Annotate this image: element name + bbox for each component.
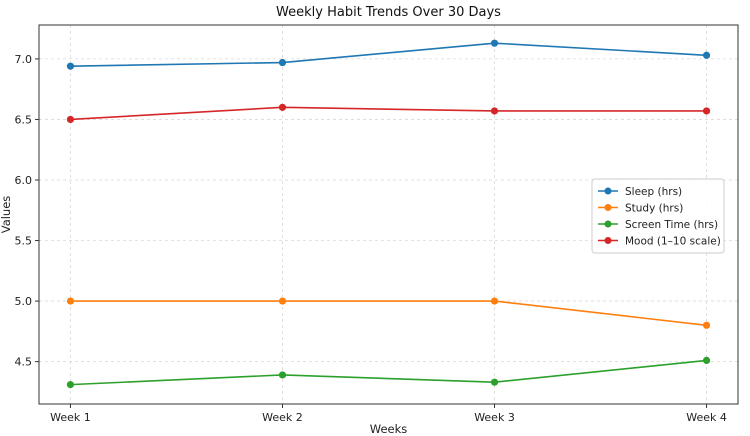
data-point	[278, 58, 287, 67]
legend-label: Mood (1–10 scale)	[625, 236, 721, 248]
legend-item: Mood (1–10 scale)	[598, 236, 721, 248]
data-point	[278, 371, 287, 379]
legend-label: Screen Time (hrs)	[625, 219, 718, 231]
series-line	[70, 359, 707, 386]
legend-label: Study (hrs)	[625, 203, 683, 215]
y-tick-label: 5.0	[15, 295, 33, 308]
series-line	[70, 300, 707, 327]
x-tick-label: Week 3	[474, 411, 515, 424]
data-point	[66, 62, 75, 70]
series-lines	[66, 39, 711, 389]
data-point	[490, 297, 499, 305]
data-point	[490, 39, 499, 47]
legend-swatch-marker	[604, 204, 612, 211]
y-tick-label: 5.5	[15, 235, 33, 248]
legend-swatch-marker	[604, 187, 612, 195]
series-line	[70, 106, 707, 121]
data-point	[490, 378, 499, 386]
data-point	[278, 297, 287, 305]
x-tick-label: Week 1	[50, 411, 91, 424]
data-point	[702, 356, 711, 365]
data-point	[66, 297, 75, 305]
y-tick-label: 7.0	[15, 53, 33, 66]
x-tick-label: Week 4	[686, 411, 727, 424]
x-axis-label: Weeks	[370, 422, 408, 436]
x-tick-label: Week 2	[262, 411, 303, 424]
legend-item: Screen Time (hrs)	[598, 219, 718, 231]
y-tick-label: 4.5	[15, 356, 33, 369]
data-point	[278, 103, 287, 111]
series-1	[66, 297, 711, 329]
legend-box	[591, 178, 725, 254]
y-axis-ticks: 4.5 5.0 5.5 6.0 6.5 7.0	[15, 53, 39, 369]
data-point	[702, 321, 711, 329]
data-point	[66, 115, 75, 124]
legend-swatch-marker	[604, 220, 612, 228]
x-axis-ticks: Week 1 Week 2 Week 3 Week 4	[50, 404, 727, 424]
series-0	[66, 39, 711, 70]
legend-swatch-marker	[604, 237, 612, 244]
series-line	[70, 42, 707, 67]
y-axis-label: Values	[0, 196, 13, 234]
legend: Sleep (hrs) Study (hrs) Screen Time (hrs) M…	[591, 178, 725, 254]
legend-label: Sleep (hrs)	[625, 186, 682, 198]
data-point	[702, 51, 711, 59]
y-tick-label: 6.5	[15, 113, 33, 126]
data-point	[66, 381, 75, 389]
series-2	[66, 356, 711, 389]
legend-items: Sleep (hrs) Study (hrs) Screen Time (hrs) M…	[598, 186, 721, 248]
plot-frame	[38, 24, 739, 405]
data-point	[490, 107, 499, 115]
series-3	[66, 103, 711, 124]
legend-item: Sleep (hrs)	[598, 186, 682, 198]
y-tick-label: 6.0	[15, 174, 33, 187]
data-point	[702, 107, 711, 115]
legend-item: Study (hrs)	[598, 203, 683, 215]
chart-title: Weekly Habit Trends Over 30 Days	[276, 5, 501, 20]
